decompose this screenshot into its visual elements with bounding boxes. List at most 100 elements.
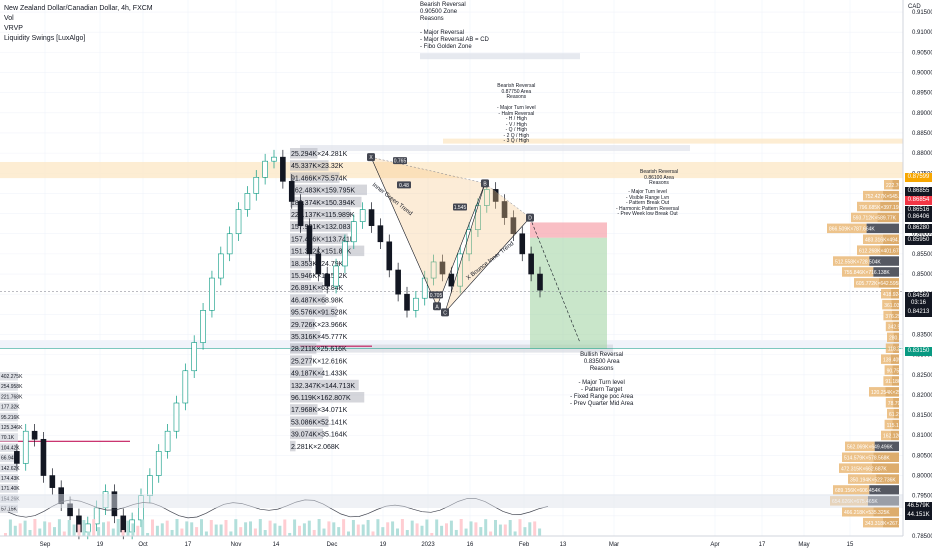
volume-bar (337, 527, 341, 536)
vpvr-left-value: 39.074K×35.164K (291, 432, 348, 439)
vpvr-right-value: 483.316K×494.168K (865, 238, 911, 244)
pattern-leg (444, 183, 486, 313)
volume-bar (4, 533, 7, 536)
vpvr-right-buy (890, 289, 899, 299)
vpvr-left-bar (290, 355, 312, 366)
vpvr-right-value: 752.427K×545.367K (865, 194, 911, 200)
right-reversal-note: Bearish Reversal 0.86100 Area Reasons (640, 169, 679, 186)
pattern-point-box (481, 179, 489, 188)
vpvr-right-value: 222.767K (886, 183, 908, 189)
volume-bar (459, 519, 463, 536)
price-tick-label: 0.81000 (912, 433, 932, 439)
price-badge: 0.86855 (905, 187, 932, 196)
volume-bar (410, 520, 414, 536)
vpvr-right-value: 593.712K×589.77K (853, 216, 897, 222)
vpvr-right-sell (884, 180, 893, 190)
chart-legend: New Zealand Dollar/Canadian Dollar, 4h, … (4, 4, 153, 44)
volume-bar (273, 523, 277, 536)
candle-body (386, 241, 393, 271)
volume-bar (72, 524, 76, 536)
price-badge: 0.86280 (905, 224, 932, 233)
volume-panel (0, 494, 903, 536)
vpvr-left-value: 180.374K×150.394K (291, 200, 355, 207)
volume-bar (151, 519, 154, 536)
volume-bar (342, 519, 346, 536)
vpvr-right-sell (883, 376, 892, 386)
vpvr-left-value: 2.281K×2.068K (291, 444, 340, 451)
vpvr-left-bar (290, 270, 311, 281)
vpvr-right-value: 755.846K×716.138K (844, 270, 890, 276)
volume-bar (249, 521, 252, 536)
candle-body (324, 273, 331, 287)
vpvr-right-value: 612.268K×401.674K (859, 248, 905, 254)
candle-body (350, 221, 357, 243)
pattern-point-box (441, 308, 449, 317)
volume-bar (381, 527, 385, 536)
volume-bar (361, 524, 365, 536)
vpvr-right-sell (842, 267, 874, 277)
price-axis[interactable]: 0.91500 0.91000 0.90500 0.90000 0.89500 0.890… (902, 0, 932, 540)
volume-bar (474, 522, 478, 536)
candle-body (280, 156, 286, 182)
indicator-vrvp[interactable]: VRVP (4, 25, 23, 32)
vpvr-far-bar (0, 402, 18, 412)
vpvr-left-bar (290, 367, 323, 379)
volume-bar (43, 521, 47, 536)
vpvr-left-bar (290, 245, 365, 257)
vpvr-right-buy (893, 408, 899, 419)
price-tick-label: 0.85000 (912, 272, 932, 278)
vpvr-far-value: 254.958K (1, 384, 23, 390)
volume-bar (508, 520, 512, 536)
volume-bar (175, 519, 179, 536)
vpvr-right-buy (892, 419, 899, 430)
candle-body (85, 523, 91, 533)
vpvr-right-sell (885, 398, 894, 408)
volume-bar (136, 525, 140, 536)
time-tick-label: 16 (467, 542, 474, 548)
vpvr-right-value: 689.156K×606.454K (835, 488, 881, 494)
indicator-vol[interactable]: Vol (4, 15, 14, 22)
vpvr-right-sell (848, 474, 877, 484)
vpvr-left-bar (290, 257, 312, 269)
vpvr-right-value: 120.254K×254.97K (871, 390, 915, 396)
ratio-label: 1.545 (454, 205, 467, 211)
volume-bar (116, 519, 120, 536)
vpvr-right-buy (891, 299, 899, 310)
volume-bar (209, 519, 213, 536)
vpvr-right-sell (881, 430, 891, 441)
vpvr-right-buy (893, 332, 899, 343)
symbol-title[interactable]: New Zealand Dollar/Canadian Dollar, 4h, … (4, 5, 153, 12)
pattern-top-bar (300, 145, 690, 152)
indicator-liquidity-swings[interactable]: Liquidity Swings [LuxAlgo] (4, 35, 86, 42)
vpvr-right-sell (881, 354, 891, 364)
price-badge: 0.87599 (905, 173, 932, 182)
vpvr-right-value: 466.218K×535.325K (844, 510, 890, 516)
vpvr-right-sell (883, 310, 892, 321)
vpvr-right-value: 90.756K (887, 368, 906, 374)
vpvr-right-buy (890, 354, 899, 364)
volume-bar (503, 524, 507, 536)
candle-body (173, 402, 180, 432)
time-axis[interactable]: Sep 19 Oct 17 Nov 14 Dec 19 2023 16 Feb 13 Mar Apr 17 M… (0, 535, 903, 548)
vpvr-right-buy (876, 474, 899, 484)
volume-bar (131, 523, 135, 536)
candle-body (191, 342, 197, 372)
vpvr-right-buy (891, 310, 899, 321)
volume-bar (38, 528, 42, 536)
volume-bar (48, 522, 52, 536)
vpvr-left-bar (290, 318, 315, 330)
vpvr-right-sell (884, 419, 893, 430)
vpvr-right-buy (873, 267, 899, 277)
candle-body (226, 233, 233, 255)
volume-bar (518, 519, 522, 536)
time-tick-label: 17 (185, 542, 192, 548)
vpvr-left-bar (290, 172, 340, 183)
price-badge: 0.86516 (905, 206, 932, 215)
vpvr-left-value: 53.086K×52.141K (291, 419, 348, 426)
vpvr-left-value: 15.946K×15.572K (291, 273, 348, 280)
time-tick-label: 2023 (421, 542, 435, 548)
volume-bar (244, 522, 248, 536)
price-badge: 03:16 (905, 299, 932, 308)
vpvr-right-buy (882, 517, 899, 528)
